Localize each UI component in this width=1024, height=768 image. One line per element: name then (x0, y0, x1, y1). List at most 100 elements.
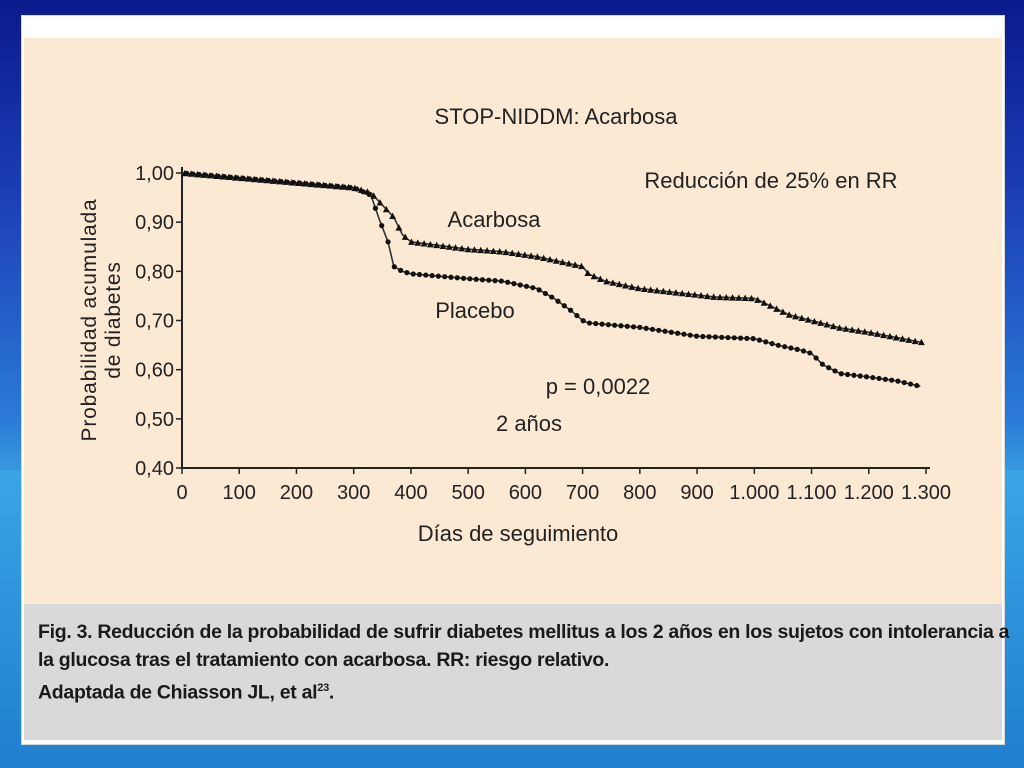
marker-placebo (297, 180, 303, 186)
x-tick-label: 1.300 (901, 482, 951, 504)
marker-placebo (291, 179, 297, 186)
marker-placebo (838, 371, 844, 377)
marker-acarbosa (420, 240, 428, 247)
marker-placebo (429, 273, 435, 279)
marker-acarbosa (496, 248, 504, 255)
marker-placebo (593, 320, 599, 327)
years-annotation: 2 años (496, 411, 562, 436)
marker-placebo (863, 374, 870, 380)
marker-placebo (637, 324, 643, 330)
marker-placebo (398, 267, 404, 273)
marker-placebo (725, 334, 731, 341)
figure-caption: Fig. 3. Reducción de la probabilidad de … (38, 618, 1010, 707)
marker-acarbosa (697, 291, 705, 299)
marker-acarbosa (918, 338, 925, 346)
x-tick-label: 900 (680, 482, 713, 504)
marker-placebo (712, 334, 718, 340)
marker-acarbosa (653, 287, 661, 294)
marker-acarbosa (773, 305, 781, 312)
marker-placebo (523, 283, 530, 289)
marker-acarbosa (647, 286, 655, 293)
caption-box (24, 604, 1002, 740)
marker-placebo (448, 274, 454, 280)
marker-acarbosa (540, 254, 548, 262)
marker-acarbosa (811, 317, 818, 325)
caption-line-3: Adaptada de Chiasson JL, et al23. (38, 674, 988, 707)
marker-acarbosa (439, 242, 447, 249)
marker-placebo (473, 276, 479, 282)
marker-placebo (246, 176, 253, 182)
marker-placebo (807, 350, 813, 356)
marker-acarbosa (458, 244, 466, 252)
x-tick-label: 0 (176, 482, 187, 504)
marker-acarbosa (426, 240, 434, 248)
caption-reference: 23 (317, 682, 329, 694)
marker-placebo (479, 277, 486, 283)
marker-acarbosa (471, 246, 478, 253)
caption-source: Adaptada de Chiasson JL, et al (38, 681, 318, 704)
marker-acarbosa (848, 326, 856, 333)
marker-placebo (693, 333, 700, 339)
axes (181, 167, 930, 469)
marker-placebo (737, 335, 744, 341)
marker-placebo (599, 321, 605, 327)
marker-placebo (618, 323, 624, 329)
marker-placebo (832, 368, 838, 374)
marker-acarbosa (722, 293, 730, 301)
marker-placebo (366, 191, 372, 197)
marker-placebo (643, 325, 649, 331)
marker-placebo (460, 275, 467, 281)
marker-acarbosa (829, 322, 837, 330)
x-tick-label: 1.100 (787, 482, 837, 504)
marker-placebo (190, 171, 196, 177)
marker-acarbosa (571, 261, 579, 268)
marker-acarbosa (760, 299, 768, 306)
marker-acarbosa (729, 294, 736, 301)
marker-placebo (813, 355, 819, 361)
marker-placebo (580, 318, 586, 324)
marker-placebo (882, 376, 888, 382)
marker-placebo (731, 335, 737, 341)
marker-placebo (800, 348, 807, 354)
marker-placebo (630, 324, 637, 330)
marker-acarbosa (659, 287, 667, 295)
x-ticks: 0 100 200 300 400 500 600 700 800 900 1.000 1.100 1.… (176, 468, 951, 504)
marker-placebo (498, 278, 504, 284)
marker-placebo (700, 333, 706, 340)
marker-acarbosa (785, 311, 793, 318)
marker-placebo (253, 176, 259, 182)
marker-acarbosa (433, 241, 441, 249)
marker-acarbosa (559, 258, 566, 266)
marker-acarbosa (666, 288, 674, 295)
marker-placebo (819, 361, 826, 367)
marker-placebo (423, 272, 429, 278)
y-tick-label: 0,50 (135, 409, 174, 431)
marker-placebo (240, 175, 246, 181)
series-line-acarbosa (181, 172, 921, 343)
y-axis-label-line1: Probabilidad acumulada (78, 199, 101, 442)
marker-acarbosa (817, 319, 825, 326)
marker-acarbosa (748, 294, 755, 302)
marker-placebo (530, 285, 536, 291)
marker-acarbosa (452, 244, 459, 251)
marker-acarbosa (382, 205, 390, 213)
marker-placebo (435, 273, 441, 279)
marker-placebo (549, 294, 555, 300)
marker-placebo (668, 329, 674, 335)
marker-acarbosa (905, 336, 913, 343)
marker-placebo (851, 372, 857, 378)
marker-placebo (372, 205, 379, 211)
marker-placebo (574, 312, 580, 319)
marker-acarbosa (565, 260, 573, 267)
y-axis-label: Probabilidad acumulada de diabetes (78, 199, 125, 442)
marker-placebo (656, 327, 662, 333)
marker-acarbosa (641, 285, 648, 293)
x-tick-label: 300 (337, 482, 370, 504)
marker-placebo (555, 298, 561, 304)
marker-placebo (857, 373, 863, 379)
marker-acarbosa (703, 292, 711, 300)
marker-acarbosa (886, 332, 894, 340)
marker-acarbosa (596, 275, 604, 282)
x-tick-label: 500 (451, 482, 484, 504)
marker-placebo (316, 182, 322, 188)
